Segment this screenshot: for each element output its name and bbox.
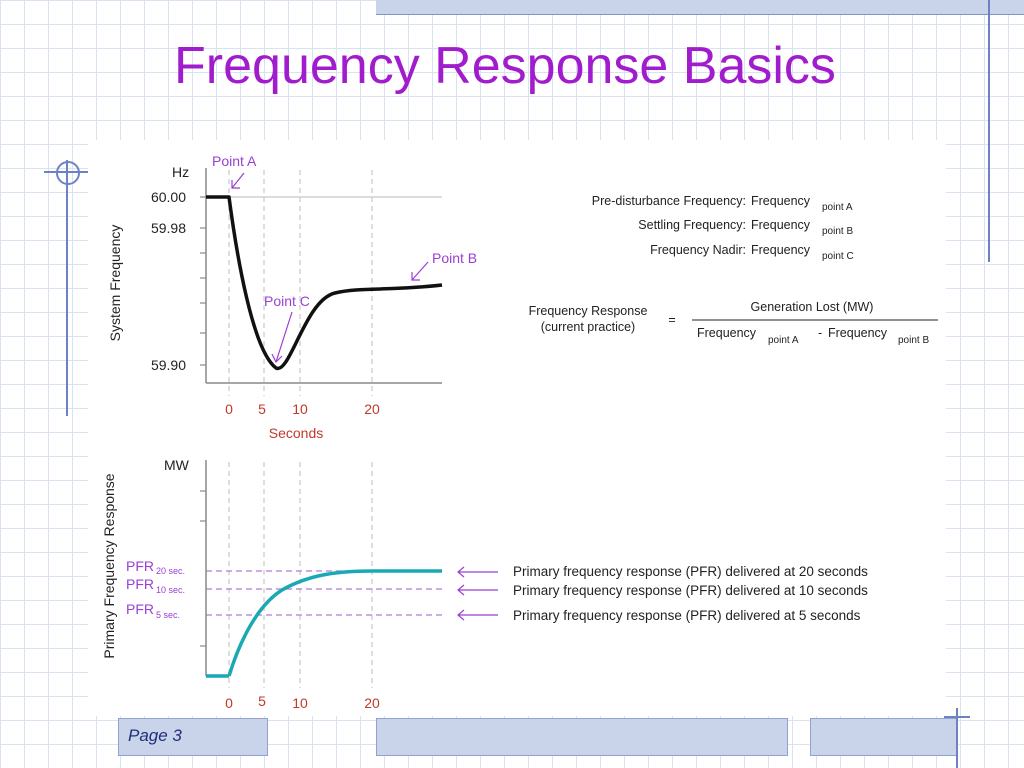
pfr-10-label: PFR [126,576,154,592]
formula-numerator: Generation Lost (MW) [751,300,874,314]
top-x-axis-label: Seconds [269,425,323,441]
top-x-tick-0: 0 [225,401,233,417]
bottom-y-axis-label: Primary Frequency Response [101,473,117,658]
crosshair-circle-icon [56,161,80,185]
pfr-10-sub: 10 sec. [156,585,185,595]
point-c-arrow-icon [271,311,293,364]
bottom-x-tick-10: 10 [292,695,308,711]
page-number: Page 3 [128,726,182,745]
point-b-arrow-icon [411,261,429,281]
top-y-unit: Hz [172,164,189,180]
formula-denom-frequency-b: Frequency [828,326,888,340]
formula-block: Frequency Response (current practice) = … [529,300,938,346]
definitions-block: Pre-disturbance Frequency: Frequency poi… [592,194,854,262]
top-x-tick-20: 20 [364,401,380,417]
slide-content-panel [88,140,946,716]
point-a-label: Point A [212,153,257,169]
def-nadir-label: Frequency Nadir: [650,243,746,257]
formula-denom-frequency-a: Frequency [697,326,757,340]
frequency-curve [206,195,443,370]
point-c-label: Point C [264,293,310,309]
decor-vertical-line-left [66,160,68,416]
point-b-label: Point B [432,250,477,266]
formula-lhs-line1: Frequency Response [529,304,648,318]
footer-center-box [376,718,788,756]
pfr-20-sub: 20 sec. [156,566,185,576]
pfr-note-10: Primary frequency response (PFR) deliver… [513,583,868,598]
pfr-20-label: PFR [126,558,154,574]
top-y-axis-label: System Frequency [107,225,123,342]
decor-footer-vertical [956,708,958,768]
footer-right-box [810,718,958,756]
footer-page-box [118,718,268,756]
bottom-gridlines [228,462,373,688]
top-x-tick-10: 10 [292,401,308,417]
bottom-x-tick-0: 0 [225,695,233,711]
formula-denom-sub-a: point A [768,335,799,346]
def-settling-label: Settling Frequency: [638,218,746,232]
formula-lhs-line2: (current practice) [541,320,635,334]
bottom-y-ticks [200,490,206,647]
formula-equals: = [668,313,675,327]
top-gridlines [228,170,373,396]
pfr-note-arrows [457,566,498,621]
def-pre-disturbance-frequency: Frequency [751,194,811,208]
def-nadir-frequency: Frequency [751,243,811,257]
top-x-tick-5: 5 [258,401,266,417]
def-settling-frequency: Frequency [751,218,811,232]
pfr-5-sub: 5 sec. [156,610,180,620]
bottom-x-tick-20: 20 [364,695,380,711]
top-decorative-band [376,0,1024,15]
pfr-reference-lines [206,570,442,616]
top-y-ticks [200,196,206,366]
decor-footer-horizontal [944,716,970,718]
y-tick-60-00: 60.00 [151,189,186,205]
point-a-arrow-icon [231,172,245,189]
pfr-curve [227,569,442,677]
y-tick-59-98: 59.98 [151,220,186,236]
def-settling-sub: point B [822,226,853,237]
bottom-y-unit: MW [164,457,190,473]
def-pre-disturbance-label: Pre-disturbance Frequency: [592,194,746,208]
pfr-5-label: PFR [126,601,154,617]
def-nadir-sub: point C [822,251,854,262]
pfr-note-5: Primary frequency response (PFR) deliver… [513,608,861,623]
formula-denom-sub-b: point B [898,335,929,346]
bottom-x-tick-5: 5 [258,693,266,709]
def-pre-disturbance-sub: point A [822,202,853,213]
slide-title: Frequency Response Basics [174,37,836,95]
decor-vertical-line-right [988,0,990,262]
y-tick-59-90: 59.90 [151,357,186,373]
formula-minus: - [818,326,822,340]
pfr-note-20: Primary frequency response (PFR) deliver… [513,564,868,579]
